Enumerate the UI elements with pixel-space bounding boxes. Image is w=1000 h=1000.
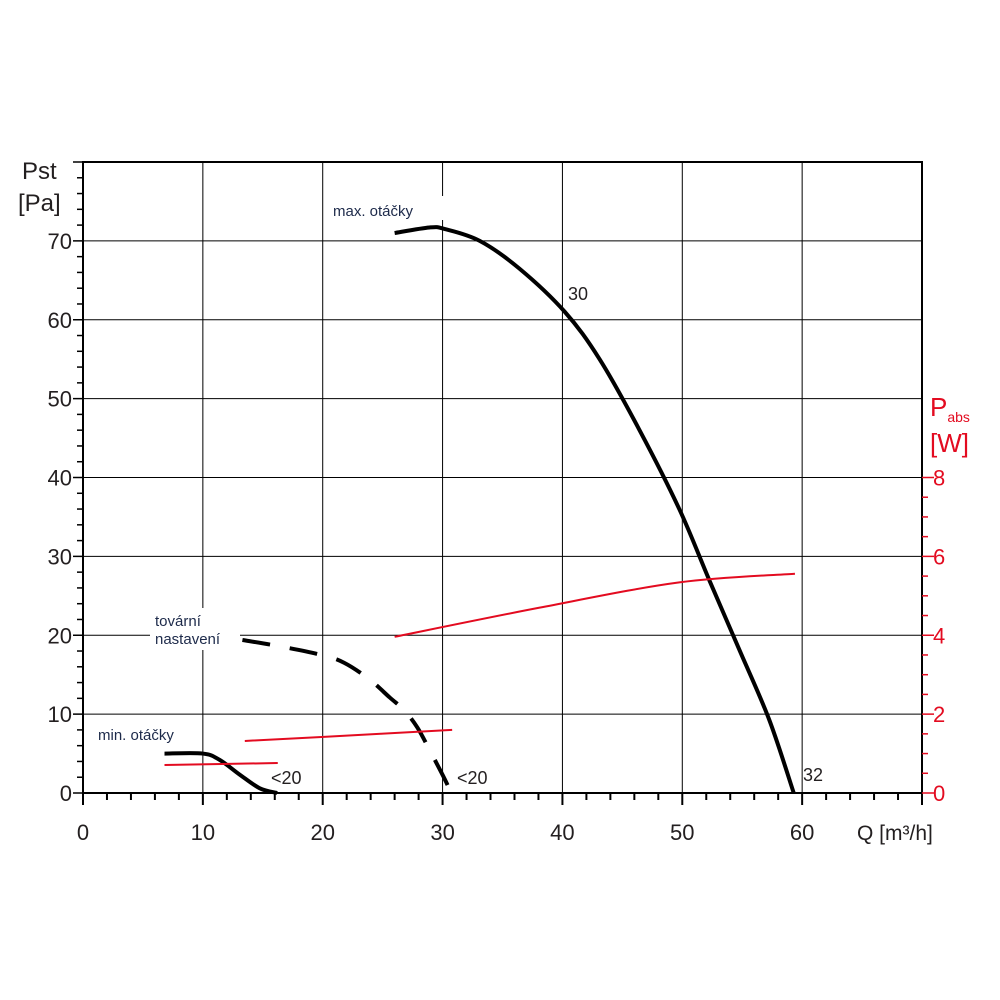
x-tick-label: 10: [191, 820, 215, 845]
series-layer: [164, 225, 796, 795]
annotation-factory-line1: tovární: [155, 613, 202, 630]
annotation-max-speed: max. otáčky: [333, 203, 414, 220]
series-line-pabs-tovarni-nastaveni: [244, 728, 453, 742]
x-tick-label: 30: [430, 820, 454, 845]
y2-axis-label-unit: [W]: [930, 428, 969, 458]
annotation-max-mid: 30: [568, 284, 588, 304]
y-tick-label: 20: [48, 623, 72, 648]
y-tick-label: 30: [48, 544, 72, 569]
axes: [73, 161, 934, 805]
annotation-factory-line2: nastavení: [155, 631, 221, 648]
annotation-min-speed: min. otáčky: [98, 727, 174, 744]
x-tick-label: 0: [77, 820, 89, 845]
y-tick-label: 60: [48, 308, 72, 333]
y-tick-label: 70: [48, 229, 72, 254]
y2-label-sub: abs: [947, 409, 970, 425]
x-tick-label: 60: [790, 820, 814, 845]
y2-axis-label-main: Pabs: [930, 392, 970, 425]
x-tick-label: 50: [670, 820, 694, 845]
annotation-factory-end: <20: [457, 768, 488, 788]
x-axis-label: Q [m³/h]: [857, 822, 933, 845]
x-tick-label: 40: [550, 820, 574, 845]
y-tick-label: 0: [60, 781, 72, 806]
x-tick-label: 20: [310, 820, 334, 845]
y2-label-p: P: [930, 392, 947, 422]
y2-tick-label: 4: [933, 623, 945, 648]
y-tick-label: 40: [48, 466, 72, 491]
annotation-min-end: <20: [271, 768, 302, 788]
series-line-pabs-max-otacky: [394, 572, 796, 638]
y2-tick-label: 6: [933, 544, 945, 569]
y2-tick-label: 2: [933, 702, 945, 727]
y-tick-label: 10: [48, 702, 72, 727]
y2-tick-label: 8: [933, 466, 945, 491]
annotation-max-end: 32: [803, 765, 823, 785]
y-tick-label: 50: [48, 387, 72, 412]
grid: [83, 162, 922, 793]
y-axis-label-line2: [Pa]: [18, 190, 61, 217]
series-line-min-otacky: [164, 751, 278, 795]
tick-labels: 0 10 20 30 40 50 60 0 10 20 30 40 50 60 70 0 2 4 6 8: [48, 229, 946, 845]
y2-tick-label: 0: [933, 781, 945, 806]
series-line-max-otacky: [394, 225, 796, 794]
series-line-tovarni-nastaveni: [242, 638, 453, 794]
series-line-pabs-min-otacky: [164, 762, 278, 766]
y-axis-label-line1: Pst: [22, 158, 57, 185]
